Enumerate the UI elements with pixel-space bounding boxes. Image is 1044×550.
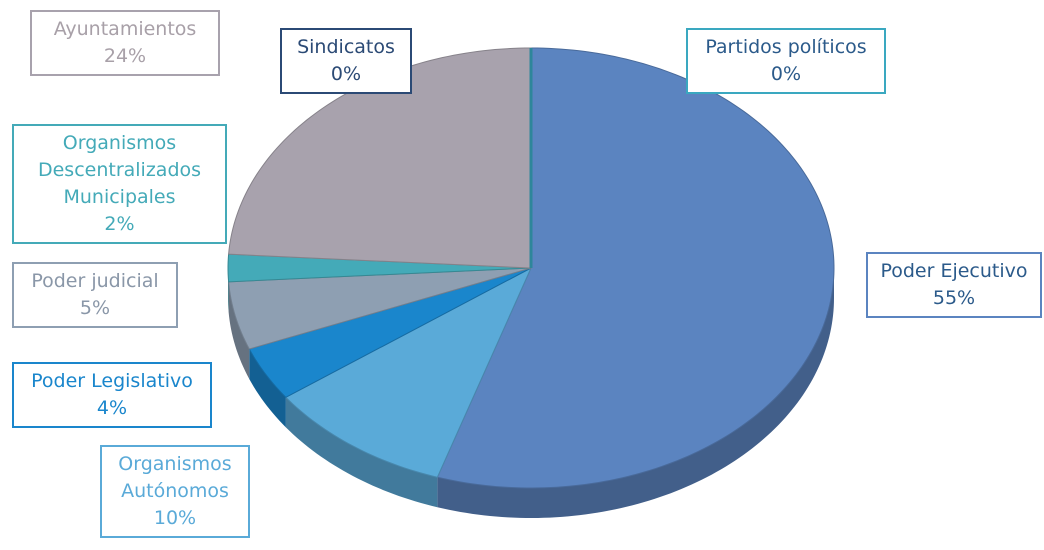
value-label: 0% xyxy=(770,63,802,85)
value-label: 55% xyxy=(932,287,976,309)
category-label: Poder Ejecutivo xyxy=(880,260,1028,282)
category-label: Partidos políticos xyxy=(705,36,867,58)
data-label: Organismos Descentralizados Municipales 2… xyxy=(12,124,227,244)
category-label: Organismos Autónomos xyxy=(118,453,232,502)
data-label: Ayuntamientos 24% xyxy=(30,10,220,76)
value-label: 2% xyxy=(104,213,135,235)
data-label: Poder Legislativo 4% xyxy=(12,362,212,428)
category-label: Sindicatos xyxy=(297,36,395,58)
category-label: Poder judicial xyxy=(31,270,159,292)
data-label: Organismos Autónomos 10% xyxy=(100,445,250,538)
pie-slice xyxy=(248,267,532,398)
slice-side xyxy=(249,348,286,428)
data-label: Poder Ejecutivo 55% xyxy=(866,252,1042,318)
category-label: Poder Legislativo xyxy=(31,370,193,392)
pie-slice xyxy=(285,266,533,478)
slice-side xyxy=(228,281,250,379)
slice-side xyxy=(285,397,438,508)
value-label: 10% xyxy=(153,507,197,529)
value-label: 4% xyxy=(96,397,128,419)
pie-slice xyxy=(227,253,532,283)
data-label: Sindicatos 0% xyxy=(280,28,412,94)
slice-side xyxy=(437,268,834,518)
category-label: Organismos Descentralizados Municipales xyxy=(37,132,202,208)
value-label: 0% xyxy=(330,63,362,85)
pie-slice xyxy=(228,267,532,350)
category-label: Ayuntamientos xyxy=(53,18,197,40)
data-label: Partidos políticos 0% xyxy=(686,28,886,94)
value-label: 24% xyxy=(103,45,147,67)
pie-slice xyxy=(228,47,532,269)
data-label: Poder judicial 5% xyxy=(12,262,178,328)
value-label: 5% xyxy=(79,297,111,319)
